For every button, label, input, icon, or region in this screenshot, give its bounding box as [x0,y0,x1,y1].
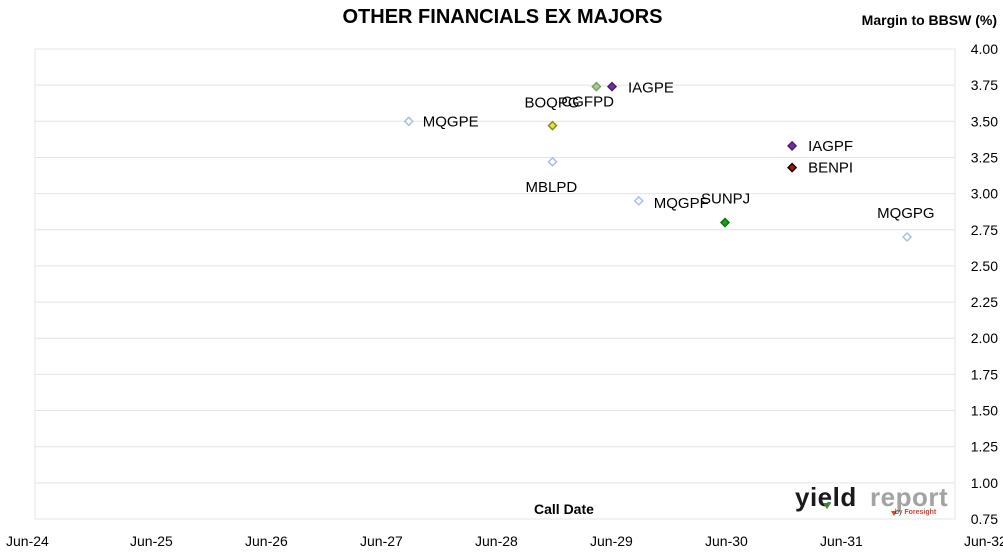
data-label-cgfpd: CGFPD [561,94,614,111]
y-tick-label: 3.00 [971,186,998,202]
data-label-mqgpe: MQGPE [423,113,479,130]
x-tick-label: Jun-25 [130,533,173,549]
data-label-boqpg: BOQPG [525,95,580,112]
y-tick-label: 2.25 [971,294,998,310]
x-tick-label: Jun-31 [820,533,863,549]
x-tick-label: Jun-29 [590,533,633,549]
y-tick-label: 2.00 [971,330,998,346]
data-label-mqgpg: MQGPG [877,205,935,222]
y-tick-label: 1.50 [971,403,998,419]
x-tick-label: Jun-27 [360,533,403,549]
data-label-sunpj: SUNPJ [701,191,750,208]
data-point-mqgpf [633,195,644,206]
data-label-mblpd: MBLPD [526,179,578,196]
data-point-boqpg [547,120,558,131]
data-point-sunpj [719,217,731,228]
data-point-cgfpd [591,81,602,92]
y-tick-label: 3.75 [971,77,998,93]
data-point-mblpd [547,156,558,167]
x-tick-label: Jun-30 [705,533,748,549]
yieldreport-logo: yield report by Foresight [795,482,955,518]
grid-lines [34,48,956,520]
x-tick-label: Jun-24 [6,533,49,549]
x-axis-title: Call Date [534,501,594,517]
y-tick-label: 2.50 [971,258,998,274]
y-tick-label: 2.75 [971,222,998,238]
data-label-iagpe: IAGPE [628,80,674,97]
y-tick-label: 1.00 [971,475,998,491]
plot-border [34,48,956,520]
y-tick-label: 1.25 [971,439,998,455]
y-tick-label: 0.75 [971,511,998,527]
chart-title: OTHER FINANCIALS EX MAJORS [342,6,663,28]
y-tick-label: 3.25 [971,149,998,165]
data-point-iagpf [787,140,798,151]
data-points [403,81,913,243]
data-point-iagpe [606,81,618,92]
logo-by-text: by [895,509,905,516]
y-tick-labels: 0.75 1.00 1.25 1.50 1.75 2.00 2.25 2.50 2.75 3.00… [971,41,998,527]
data-point-mqgpg [902,231,913,243]
data-point-mqgpe [403,116,414,127]
x-tick-label: Jun-26 [245,533,288,549]
data-label-benpi: BENPI [808,160,853,177]
data-label-mqgpf: MQGPF [654,195,709,212]
logo-word-report: report [870,482,949,512]
y-tick-label: 3.50 [971,113,998,129]
data-label-iagpf: IAGPF [808,138,853,155]
data-point-benpi [787,162,798,173]
logo-brand-text: Foresight [904,509,937,516]
logo-check-icon [823,503,831,509]
y-tick-label: 1.75 [971,366,998,382]
y-tick-label: 4.00 [971,41,998,57]
x-tick-labels: Jun-24 Jun-25 Jun-26 Jun-27 Jun-28 Jun-29 Jun-… [6,533,1003,549]
x-tick-label: Jun-28 [475,533,518,549]
x-tick-label: Jun-32 [964,533,1003,549]
logo-byline: by Foresight [895,509,936,516]
y-axis-title: Margin to BBSW (%) [861,12,997,28]
logo-arrow-icon [891,511,897,516]
